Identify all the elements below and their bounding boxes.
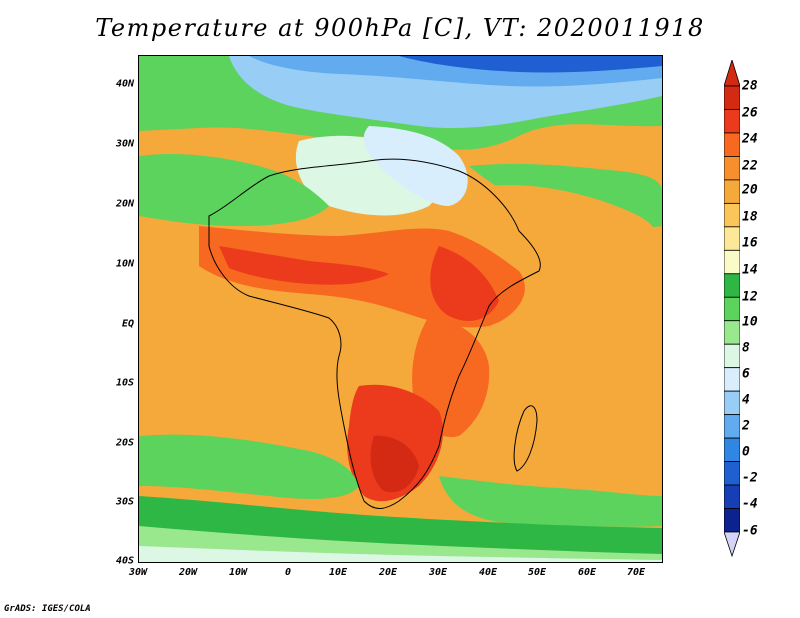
colorbar-label-2: 2 (742, 418, 750, 434)
colorbar-bin (724, 437, 740, 462)
lon-label-0: 0 (284, 567, 292, 578)
colorbar-label-minus-2: -2 (742, 470, 758, 486)
lon-label-30w: 30W (128, 567, 148, 578)
grads-credit: GrADS: IGES/COLA (4, 604, 91, 614)
map-svg (139, 56, 662, 562)
colorbar-label-8: 8 (742, 340, 750, 356)
colorbar-label-10: 10 (742, 314, 758, 330)
lon-label-50e: 50E (527, 567, 547, 578)
lat-label-30n: 30N (115, 138, 134, 150)
colorbar-bottom-cap (724, 531, 740, 558)
colorbar-label-4: 4 (742, 392, 750, 408)
lon-label-20e: 20E (378, 567, 398, 578)
lat-label-40n: 40N (115, 78, 134, 90)
lat-label-10n: 10N (115, 258, 134, 270)
map-title: Temperature at 900hPa [C], VT: 202001191… (95, 14, 705, 42)
colorbar-label-14: 14 (742, 262, 758, 278)
lat-label-30s: 30S (115, 496, 134, 508)
colorbar-bin (724, 484, 740, 509)
colorbar-label-20: 20 (742, 182, 758, 198)
colorbar-label-22: 22 (742, 158, 758, 174)
colorbar-bin (724, 156, 740, 181)
colorbar-label-6: 6 (742, 366, 750, 382)
colorbar-bin (724, 179, 740, 204)
colorbar-bin (724, 414, 740, 439)
colorbar-bin (724, 132, 740, 157)
lat-label-10s: 10S (115, 377, 134, 389)
colorbar-bin (724, 390, 740, 416)
colorbar-bin (724, 320, 740, 345)
lon-label-70e: 70E (626, 567, 646, 578)
colorbar-bin (724, 85, 740, 110)
colorbar-label-minus-6: -6 (742, 523, 758, 539)
lat-label-20n: 20N (115, 198, 134, 210)
colorbar-bin (724, 367, 740, 392)
colorbar-bin (724, 109, 740, 134)
lon-label-40e: 40E (478, 567, 498, 578)
colorbar-bin (724, 296, 740, 322)
lat-label-20s: 20S (115, 437, 134, 449)
lon-label-10w: 10W (228, 567, 248, 578)
colorbar-label-28: 28 (742, 78, 758, 94)
colorbar-bin (724, 343, 740, 369)
colorbar-label-26: 26 (742, 105, 758, 121)
colorbar-bins (724, 60, 740, 558)
lat-label-eq: EQ (121, 318, 134, 330)
colorbar-bin (724, 461, 740, 486)
lon-label-60e: 60E (577, 567, 597, 578)
colorbar-top-cap (724, 60, 740, 87)
colorbar-bin (724, 202, 740, 228)
colorbar-bin (724, 249, 740, 275)
temperature-map (138, 55, 663, 563)
colorbar-label-0: 0 (742, 444, 750, 460)
lon-label-30e: 30E (428, 567, 448, 578)
colorbar-bin (724, 226, 740, 251)
lon-label-20w: 20W (178, 567, 198, 578)
lon-label-10e: 10E (328, 567, 348, 578)
colorbar-bin (724, 273, 740, 298)
colorbar-bin (724, 508, 740, 533)
colorbar-label-minus-4: -4 (742, 496, 758, 512)
colorbar (724, 60, 740, 558)
colorbar-label-24: 24 (742, 131, 758, 147)
colorbar-label-16: 16 (742, 235, 758, 251)
colorbar-label-18: 18 (742, 209, 758, 225)
colorbar-label-12: 12 (742, 289, 758, 305)
lat-label-40s: 40S (115, 555, 134, 567)
